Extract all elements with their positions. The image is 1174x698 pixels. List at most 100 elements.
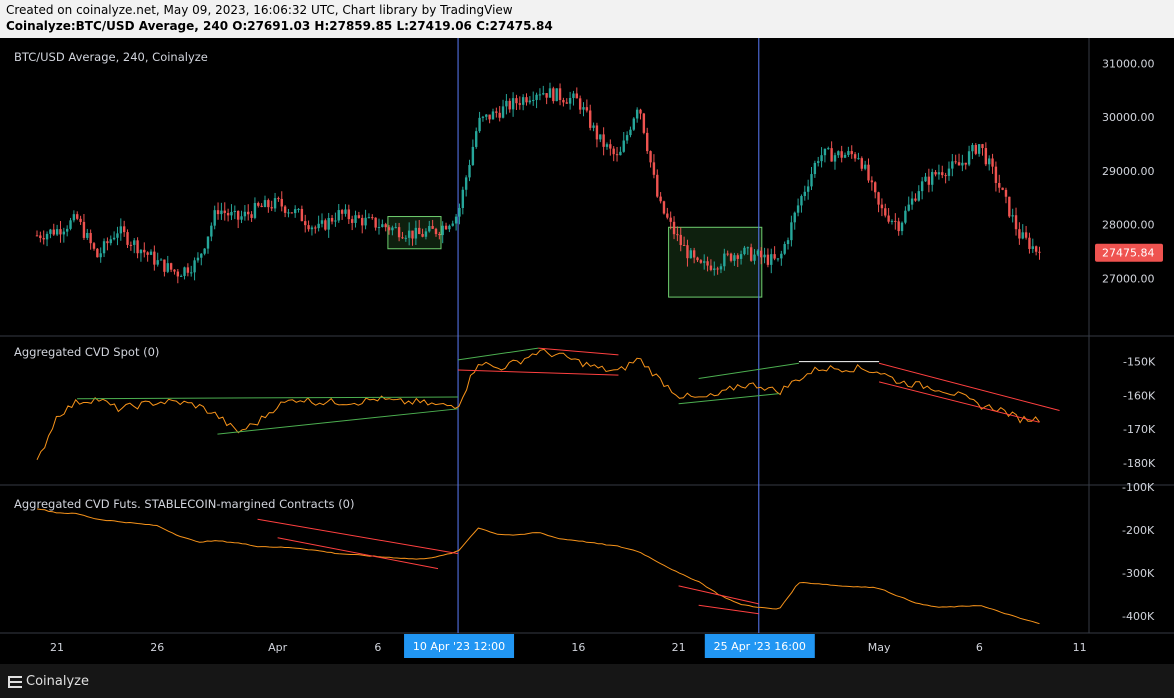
trend-line xyxy=(458,369,619,376)
candle xyxy=(267,200,270,208)
candle xyxy=(823,148,827,156)
candle xyxy=(723,253,726,267)
price-tick-label: 31000.00 xyxy=(1102,57,1155,70)
candle xyxy=(350,219,354,223)
candle xyxy=(931,172,934,185)
candle xyxy=(689,250,693,259)
candle xyxy=(263,200,267,207)
candle xyxy=(461,189,465,208)
candle xyxy=(897,221,900,232)
candle xyxy=(216,210,220,215)
trend-line xyxy=(678,585,759,605)
candle xyxy=(806,186,810,192)
candle xyxy=(635,109,639,119)
candle xyxy=(760,250,763,258)
candle xyxy=(1038,251,1041,253)
time-tick-label: 6 xyxy=(374,641,381,654)
candle xyxy=(146,252,149,255)
candle xyxy=(391,227,394,231)
trading-chart[interactable]: 27000.00 28000.00 29000.00 30000.00 31000.00… xyxy=(0,38,1174,664)
candle xyxy=(260,205,263,207)
candle xyxy=(357,215,361,218)
candle xyxy=(639,109,642,114)
candle xyxy=(773,254,776,259)
candle xyxy=(659,196,662,202)
candle xyxy=(454,216,458,224)
candle xyxy=(582,107,585,110)
candle xyxy=(374,217,377,228)
coinalyze-brand[interactable]: Coinalyze xyxy=(8,674,89,689)
candle xyxy=(223,210,226,213)
candle xyxy=(153,251,156,265)
candle xyxy=(485,114,488,117)
trend-line xyxy=(878,381,1040,423)
candle xyxy=(853,154,857,159)
candle xyxy=(572,93,575,98)
candle xyxy=(394,227,397,229)
candle xyxy=(900,222,904,232)
candle xyxy=(528,100,532,103)
price-tick-label: 29000.00 xyxy=(1102,165,1155,178)
candle xyxy=(163,259,166,272)
candle xyxy=(92,243,96,249)
candle xyxy=(371,217,374,219)
cvd-futs-tick-label: -300K xyxy=(1122,567,1155,580)
candle xyxy=(749,247,753,261)
candle xyxy=(367,217,371,219)
candle xyxy=(354,215,357,223)
time-tick-label: Apr xyxy=(268,641,288,654)
candle xyxy=(629,129,632,136)
candle xyxy=(179,275,183,277)
candle xyxy=(139,249,143,254)
coinalyze-logo-icon xyxy=(8,675,22,688)
candle xyxy=(666,213,669,218)
trend-line xyxy=(698,362,799,379)
candle xyxy=(632,118,636,130)
candle xyxy=(595,125,599,140)
candle xyxy=(310,227,314,230)
candle xyxy=(230,211,233,216)
candle xyxy=(190,272,193,274)
candle xyxy=(887,215,890,222)
candle xyxy=(35,235,39,237)
candle xyxy=(407,230,411,238)
candle xyxy=(776,258,780,260)
candle xyxy=(364,217,367,226)
candle xyxy=(961,162,964,166)
candle xyxy=(937,172,941,175)
candle xyxy=(173,269,176,272)
candle xyxy=(877,192,880,205)
candle xyxy=(86,232,89,238)
candle xyxy=(857,158,860,160)
candle xyxy=(525,97,528,103)
candle xyxy=(226,212,230,216)
candle xyxy=(813,162,817,175)
time-tick-label: 21 xyxy=(672,641,686,654)
candle xyxy=(464,177,468,190)
candle xyxy=(96,248,99,258)
candle xyxy=(62,231,66,235)
cvd-futs-tick-label: -100K xyxy=(1122,481,1155,494)
candle xyxy=(729,253,733,261)
candle xyxy=(713,268,716,270)
candle xyxy=(39,235,42,239)
candle xyxy=(133,240,136,245)
candle xyxy=(1011,215,1014,217)
candle xyxy=(733,255,736,261)
candle xyxy=(833,155,837,162)
candle xyxy=(200,253,203,258)
candle xyxy=(682,245,686,247)
candle xyxy=(780,253,783,259)
candle xyxy=(753,254,756,261)
candle xyxy=(558,88,562,100)
candle xyxy=(783,244,786,254)
candle xyxy=(45,233,49,240)
candle xyxy=(703,261,706,263)
candle xyxy=(743,247,746,255)
candle xyxy=(314,227,317,229)
candle xyxy=(1024,232,1028,238)
candle xyxy=(696,257,699,261)
candle xyxy=(766,254,770,265)
candle xyxy=(340,210,344,214)
candle xyxy=(790,222,793,241)
